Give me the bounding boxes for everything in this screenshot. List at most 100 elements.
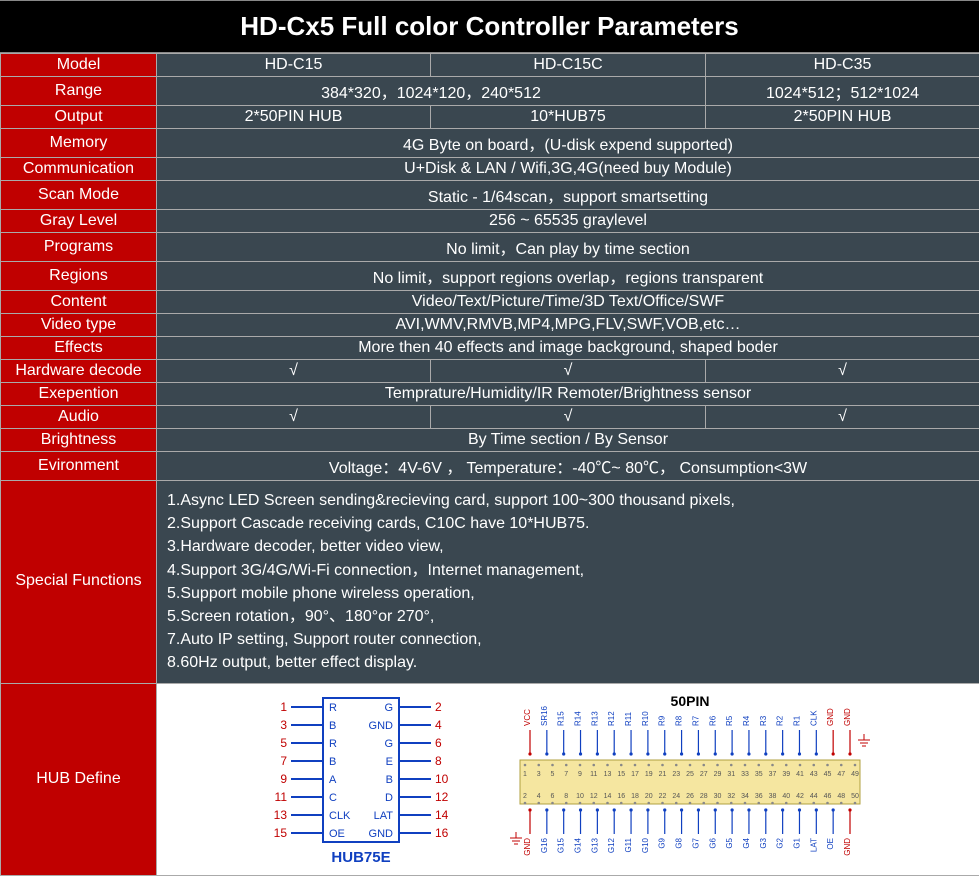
row-environment: EvironmentVoltage：4V-6V ， Temperature：-4…	[1, 452, 979, 481]
svg-text:50: 50	[851, 793, 859, 800]
svg-text:R9: R9	[658, 715, 667, 726]
svg-text:G4: G4	[742, 837, 751, 848]
svg-text:8: 8	[565, 793, 569, 800]
spec-table: Model HD-C15 HD-C15C HD-C35 Range 384*32…	[0, 53, 979, 876]
row-exepention: ExepentionTemprature/Humidity/IR Remoter…	[1, 383, 979, 406]
svg-text:R2: R2	[776, 715, 785, 726]
svg-text:5: 5	[551, 771, 555, 778]
svg-text:4: 4	[537, 793, 541, 800]
svg-text:E: E	[385, 755, 392, 767]
cell-output-c2: 10*HUB75	[431, 106, 706, 129]
svg-text:42: 42	[796, 793, 804, 800]
label-model: Model	[1, 54, 157, 77]
svg-text:15: 15	[618, 771, 626, 778]
svg-text:CLK: CLK	[810, 709, 819, 725]
svg-text:7: 7	[280, 753, 287, 767]
label-gray: Gray Level	[1, 210, 157, 233]
svg-text:G2: G2	[776, 837, 785, 848]
svg-text:CLK: CLK	[329, 809, 351, 821]
row-content: ContentVideo/Text/Picture/Time/3D Text/O…	[1, 291, 979, 314]
svg-text:G3: G3	[759, 837, 768, 848]
svg-text:D: D	[385, 791, 393, 803]
svg-text:20: 20	[645, 793, 653, 800]
svg-text:21: 21	[659, 771, 667, 778]
label-communication: Communication	[1, 158, 157, 181]
svg-text:5: 5	[280, 735, 287, 749]
svg-text:1: 1	[280, 699, 287, 713]
svg-text:50PIN: 50PIN	[671, 693, 710, 709]
svg-text:22: 22	[659, 793, 667, 800]
svg-text:G16: G16	[540, 837, 549, 853]
row-scan: Scan ModeStatic - 1/64scan，support smart…	[1, 181, 979, 210]
svg-text:32: 32	[728, 793, 736, 800]
svg-text:37: 37	[769, 771, 777, 778]
svg-text:35: 35	[755, 771, 763, 778]
cell-content: Video/Text/Picture/Time/3D Text/Office/S…	[157, 291, 979, 314]
cell-audio-c2: √	[431, 406, 706, 429]
svg-text:29: 29	[714, 771, 722, 778]
row-memory: Memory4G Byte on board，(U-disk expend su…	[1, 129, 979, 158]
svg-text:G12: G12	[607, 837, 616, 853]
svg-text:19: 19	[645, 771, 653, 778]
svg-text:40: 40	[783, 793, 791, 800]
svg-text:3: 3	[537, 771, 541, 778]
label-hub: HUB Define	[1, 683, 157, 875]
svg-text:14: 14	[604, 793, 612, 800]
row-effects: EffectsMore then 40 effects and image ba…	[1, 337, 979, 360]
svg-text:R: R	[329, 701, 337, 713]
svg-text:46: 46	[824, 793, 832, 800]
svg-text:16: 16	[618, 793, 626, 800]
svg-text:B: B	[385, 773, 392, 785]
svg-text:G10: G10	[641, 837, 650, 853]
svg-text:R15: R15	[557, 710, 566, 725]
svg-text:4: 4	[435, 717, 442, 731]
label-regions: Regions	[1, 262, 157, 291]
svg-text:G9: G9	[658, 837, 667, 848]
cell-range-c3: 1024*512；512*1024	[706, 77, 979, 106]
cell-communication: U+Disk & LAN / Wifi,3G,4G(need buy Modul…	[157, 158, 979, 181]
cell-model-c1: HD-C15	[157, 54, 431, 77]
svg-text:49: 49	[851, 771, 859, 778]
label-special: Special Functions	[1, 481, 157, 684]
svg-text:R5: R5	[725, 715, 734, 726]
cell-range-c12: 384*320，1024*120，240*512	[157, 77, 706, 106]
svg-text:GND: GND	[368, 827, 393, 839]
svg-text:1: 1	[523, 771, 527, 778]
cell-regions: No limit，support regions overlap，regions…	[157, 262, 979, 291]
row-videotype: Video typeAVI,WMV,RMVB,MP4,MPG,FLV,SWF,V…	[1, 314, 979, 337]
svg-text:G15: G15	[557, 837, 566, 853]
cell-hwdecode-c3: √	[706, 360, 979, 383]
row-communication: CommunicationU+Disk & LAN / Wifi,3G,4G(n…	[1, 158, 979, 181]
svg-text:8: 8	[435, 753, 442, 767]
svg-text:GND: GND	[368, 719, 393, 731]
svg-text:R: R	[329, 737, 337, 749]
svg-text:33: 33	[741, 771, 749, 778]
svg-text:G5: G5	[725, 837, 734, 848]
cell-audio-c3: √	[706, 406, 979, 429]
svg-text:3: 3	[280, 717, 287, 731]
svg-text:38: 38	[769, 793, 777, 800]
svg-text:47: 47	[838, 771, 846, 778]
svg-text:G11: G11	[624, 837, 633, 852]
svg-text:44: 44	[810, 793, 818, 800]
row-range: Range 384*320，1024*120，240*512 1024*512；…	[1, 77, 979, 106]
svg-text:45: 45	[824, 771, 832, 778]
svg-text:43: 43	[810, 771, 818, 778]
label-programs: Programs	[1, 233, 157, 262]
svg-text:R6: R6	[708, 715, 717, 726]
svg-text:36: 36	[755, 793, 763, 800]
page-title: HD-Cx5 Full color Controller Parameters	[0, 0, 979, 53]
cell-brightness: By Time section / By Sensor	[157, 429, 979, 452]
svg-text:24: 24	[673, 793, 681, 800]
svg-text:R11: R11	[624, 711, 633, 726]
svg-text:15: 15	[273, 825, 287, 839]
svg-text:G: G	[384, 701, 393, 713]
svg-text:28: 28	[700, 793, 708, 800]
spec-sheet: HD-Cx5 Full color Controller Parameters …	[0, 0, 979, 876]
pin50-diagram: 50PINVCCSR16R15R14R13R12R11R10R9R8R7R6R5…	[495, 692, 885, 867]
svg-text:R8: R8	[675, 715, 684, 726]
svg-text:10: 10	[576, 793, 584, 800]
row-brightness: BrightnessBy Time section / By Sensor	[1, 429, 979, 452]
svg-text:SR16: SR16	[540, 705, 549, 726]
label-audio: Audio	[1, 406, 157, 429]
